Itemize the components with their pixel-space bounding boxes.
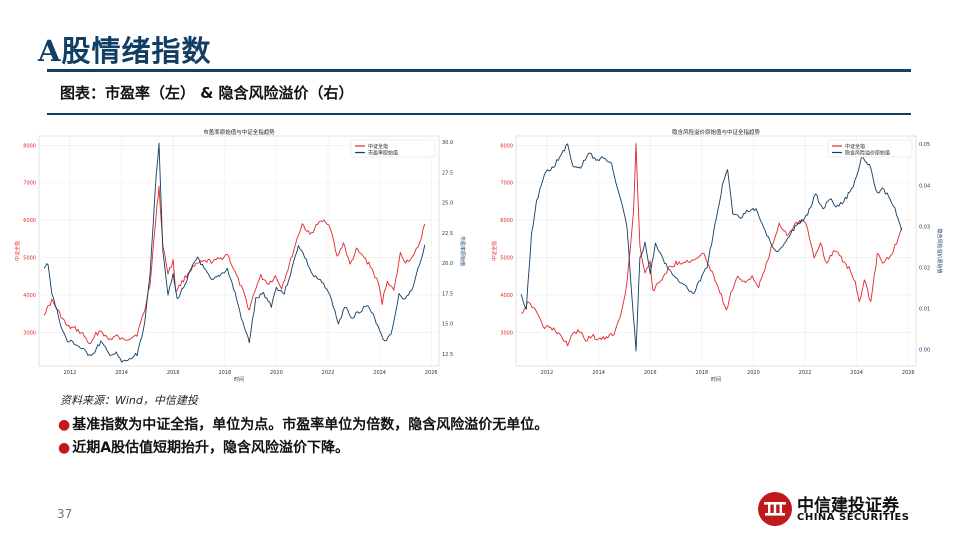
legend-label: 中证全指 [845,143,865,150]
y-right-tick-label: 20.0 [442,261,453,267]
legend-box [827,139,913,158]
y-right-tick-label: 0.04 [919,183,930,189]
legend-box [350,139,436,158]
x-tick-label: 2012 [541,370,554,376]
y-right-tick-label: 0.01 [919,307,930,313]
y-right-tick-label: 12.5 [442,352,453,358]
x-tick-label: 2020 [747,370,760,376]
data-source-note: 资料来源：Wind，中信建投 [60,394,198,407]
x-tick-label: 2022 [322,370,335,376]
bullet-text: 基准指数为中证全指，单位为点。市盈率单位为倍数，隐含风险溢价无单位。 [72,417,549,433]
legend-label: 市盈率原始值 [368,149,398,156]
y-right-tick-label: 17.5 [442,291,453,297]
chart-title: 隐含风险溢价原始值与中证全指趋势 [672,128,761,136]
series-line [43,142,426,363]
page-number: 37 [57,507,73,521]
x-tick-label: 2012 [64,370,77,376]
x-tick-label: 2022 [799,370,812,376]
plot-area [515,135,917,367]
bullet-dot-icon: ● [58,417,71,433]
x-tick-label: 2014 [592,370,605,376]
x-axis-label: 时间 [234,376,244,383]
y-right-axis-label: 隐含风险溢价原始值 [936,228,943,273]
x-tick-label: 2018 [218,370,231,376]
logo-name-en: CHINA SECURITIES [797,512,910,523]
y-right-tick-label: 30.0 [442,140,453,146]
y-right-tick-label: 22.5 [442,231,453,237]
plot-area [38,135,440,367]
y-right-tick-label: 25.0 [442,201,453,207]
x-axis-label: 时间 [711,376,721,383]
y-left-tick-label: 4000 [500,293,513,299]
x-tick-label: 2014 [115,370,128,376]
bullet-item: ● 基准指数为中证全指，单位为点。市盈率单位为倍数，隐含风险溢价无单位。 [58,414,548,434]
x-tick-label: 2020 [270,370,283,376]
y-right-tick-label: 0.03 [919,224,930,230]
bullet-text: 近期A股估值短期抬升，隐含风险溢价下降。 [72,440,350,456]
y-left-tick-label: 6000 [23,218,36,224]
company-logo: 中信建投证券 CHINA SECURITIES [757,489,917,529]
y-left-tick-label: 5000 [23,256,36,262]
y-left-tick-label: 3000 [23,330,36,336]
risk-premium-chart: 2012 2014 2016 2018 2020 2022 2024 2026 3000 4000… [491,128,943,383]
y-left-tick-label: 8000 [23,143,36,149]
y-right-tick-label: 0.05 [919,142,930,148]
series-line [521,142,903,347]
bullet-item: ● 近期A股估值短期抬升，隐含风险溢价下降。 [58,437,349,457]
y-right-axis-label: 市盈率原始值 [459,236,466,266]
x-tick-label: 2016 [167,370,180,376]
logo-name-cn: 中信建投证券 [797,496,899,516]
legend-label: 中证全指 [368,143,388,150]
y-left-tick-label: 7000 [23,181,36,187]
legend-label: 隐含风险溢价原始值 [845,149,890,156]
y-left-axis-label: 中证全指 [14,241,21,261]
chart-caption: 图表：市盈率（左） & 隐含风险溢价（右） [60,84,354,102]
y-left-tick-label: 4000 [23,293,36,299]
y-left-tick-label: 8000 [500,143,513,149]
y-left-tick-label: 5000 [500,256,513,262]
x-tick-label: 2026 [425,370,438,376]
bullet-dot-icon: ● [58,440,71,456]
x-tick-label: 2026 [902,370,915,376]
y-left-tick-label: 3000 [500,330,513,336]
y-right-tick-label: 27.5 [442,170,453,176]
pe-chart: 2012 2014 2016 2018 2020 2022 2024 2026 3000 4000… [14,128,466,383]
y-right-tick-label: 0.00 [919,348,930,354]
series-line [43,185,426,345]
y-left-tick-label: 6000 [500,218,513,224]
page-title: A股情绪指数 [38,34,212,68]
y-left-axis-label: 中证全指 [491,241,498,261]
title-divider [47,69,911,72]
caption-divider [47,113,911,115]
y-right-tick-label: 15.0 [442,322,453,328]
x-tick-label: 2024 [850,370,863,376]
chart-title: 市盈率原始值与中证全指趋势 [203,128,275,136]
y-right-tick-label: 0.02 [919,265,930,271]
x-tick-label: 2024 [373,370,386,376]
x-tick-label: 2016 [644,370,657,376]
y-left-tick-label: 7000 [500,181,513,187]
x-tick-label: 2018 [695,370,708,376]
series-line [520,143,903,352]
china-securities-logo-icon [758,492,792,526]
